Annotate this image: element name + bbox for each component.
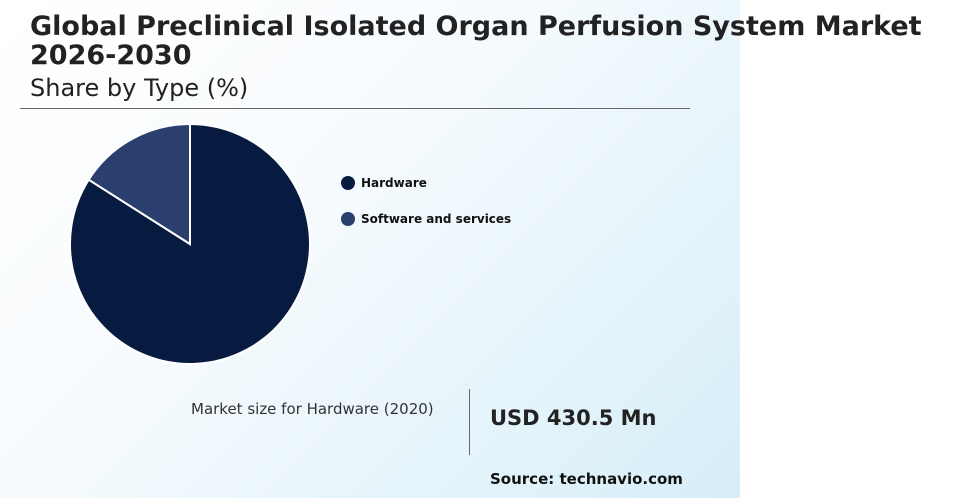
source-credit: Source: technavio.com — [490, 470, 683, 488]
title-divider — [20, 108, 690, 109]
market-divider — [469, 389, 470, 455]
legend-swatch-hardware — [341, 176, 355, 190]
pie-chart — [69, 122, 311, 365]
market-size-value: USD 430.5 Mn — [490, 406, 657, 430]
page-title: Global Preclinical Isolated Organ Perfus… — [30, 11, 922, 71]
chart-legend: Hardware Software and services — [341, 174, 511, 246]
legend-item-hardware: Hardware — [341, 174, 511, 192]
legend-item-software-and-services: Software and services — [341, 210, 511, 228]
chart-subtitle: Share by Type (%) — [30, 74, 249, 102]
pie-slice-software-and-services — [87, 122, 191, 246]
legend-label-software-and-services: Software and services — [361, 212, 512, 226]
market-size-label: Market size for Hardware (2020) — [191, 400, 434, 418]
legend-swatch-software-and-services — [341, 212, 355, 226]
legend-label-hardware: Hardware — [361, 176, 427, 190]
